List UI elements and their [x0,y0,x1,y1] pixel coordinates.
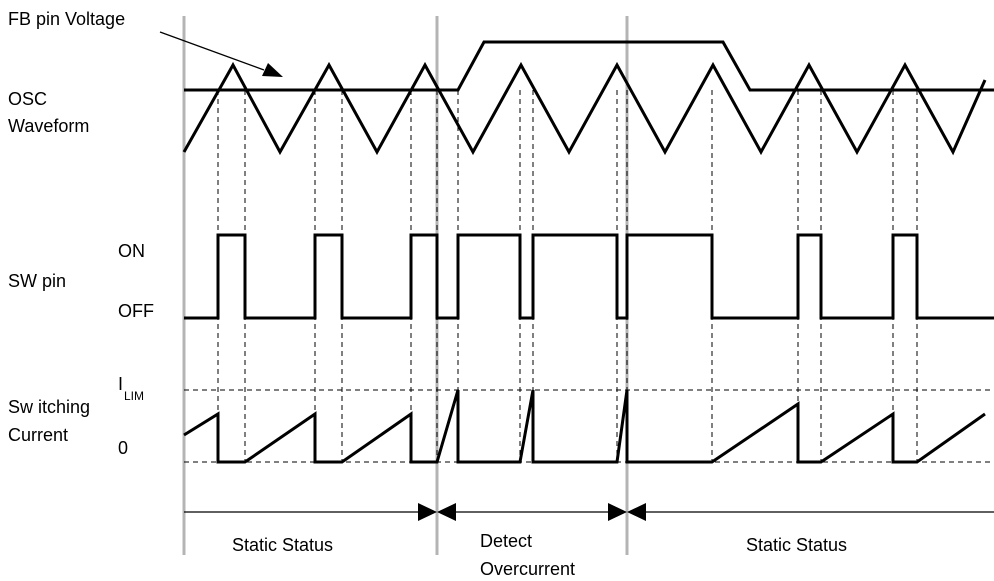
ilim-subscript: LIM [124,389,144,403]
fb-pin-voltage-line [184,40,994,92]
switching-label-line2: Current [8,425,68,445]
on-label: ON [118,241,145,261]
fb-pin-voltage-label: FB pin Voltage [8,9,125,29]
osc-label-line2: Waveform [8,116,89,136]
osc-label-line1: OSC [8,89,47,109]
sw-pin-waveform [184,233,994,320]
switching-label-line1: Sw itching [8,397,90,417]
fb-pointer-arrowhead [262,63,283,77]
crossing-markers [217,90,918,462]
off-label: OFF [118,301,154,321]
static-status-left-label: Static Status [232,535,333,555]
status-range-arrows [184,503,994,521]
ilim-label: I [118,374,123,394]
detect-label-line2: Overcurrent [480,559,575,579]
sw-pin-label: SW pin [8,271,66,291]
detect-label-line1: Detect [480,531,532,551]
fb-pointer-arrow [159,31,265,71]
zero-label: 0 [118,438,128,458]
static-status-right-label: Static Status [746,535,847,555]
osc-waveform [182,61,987,156]
switching-current-waveform [183,389,986,464]
